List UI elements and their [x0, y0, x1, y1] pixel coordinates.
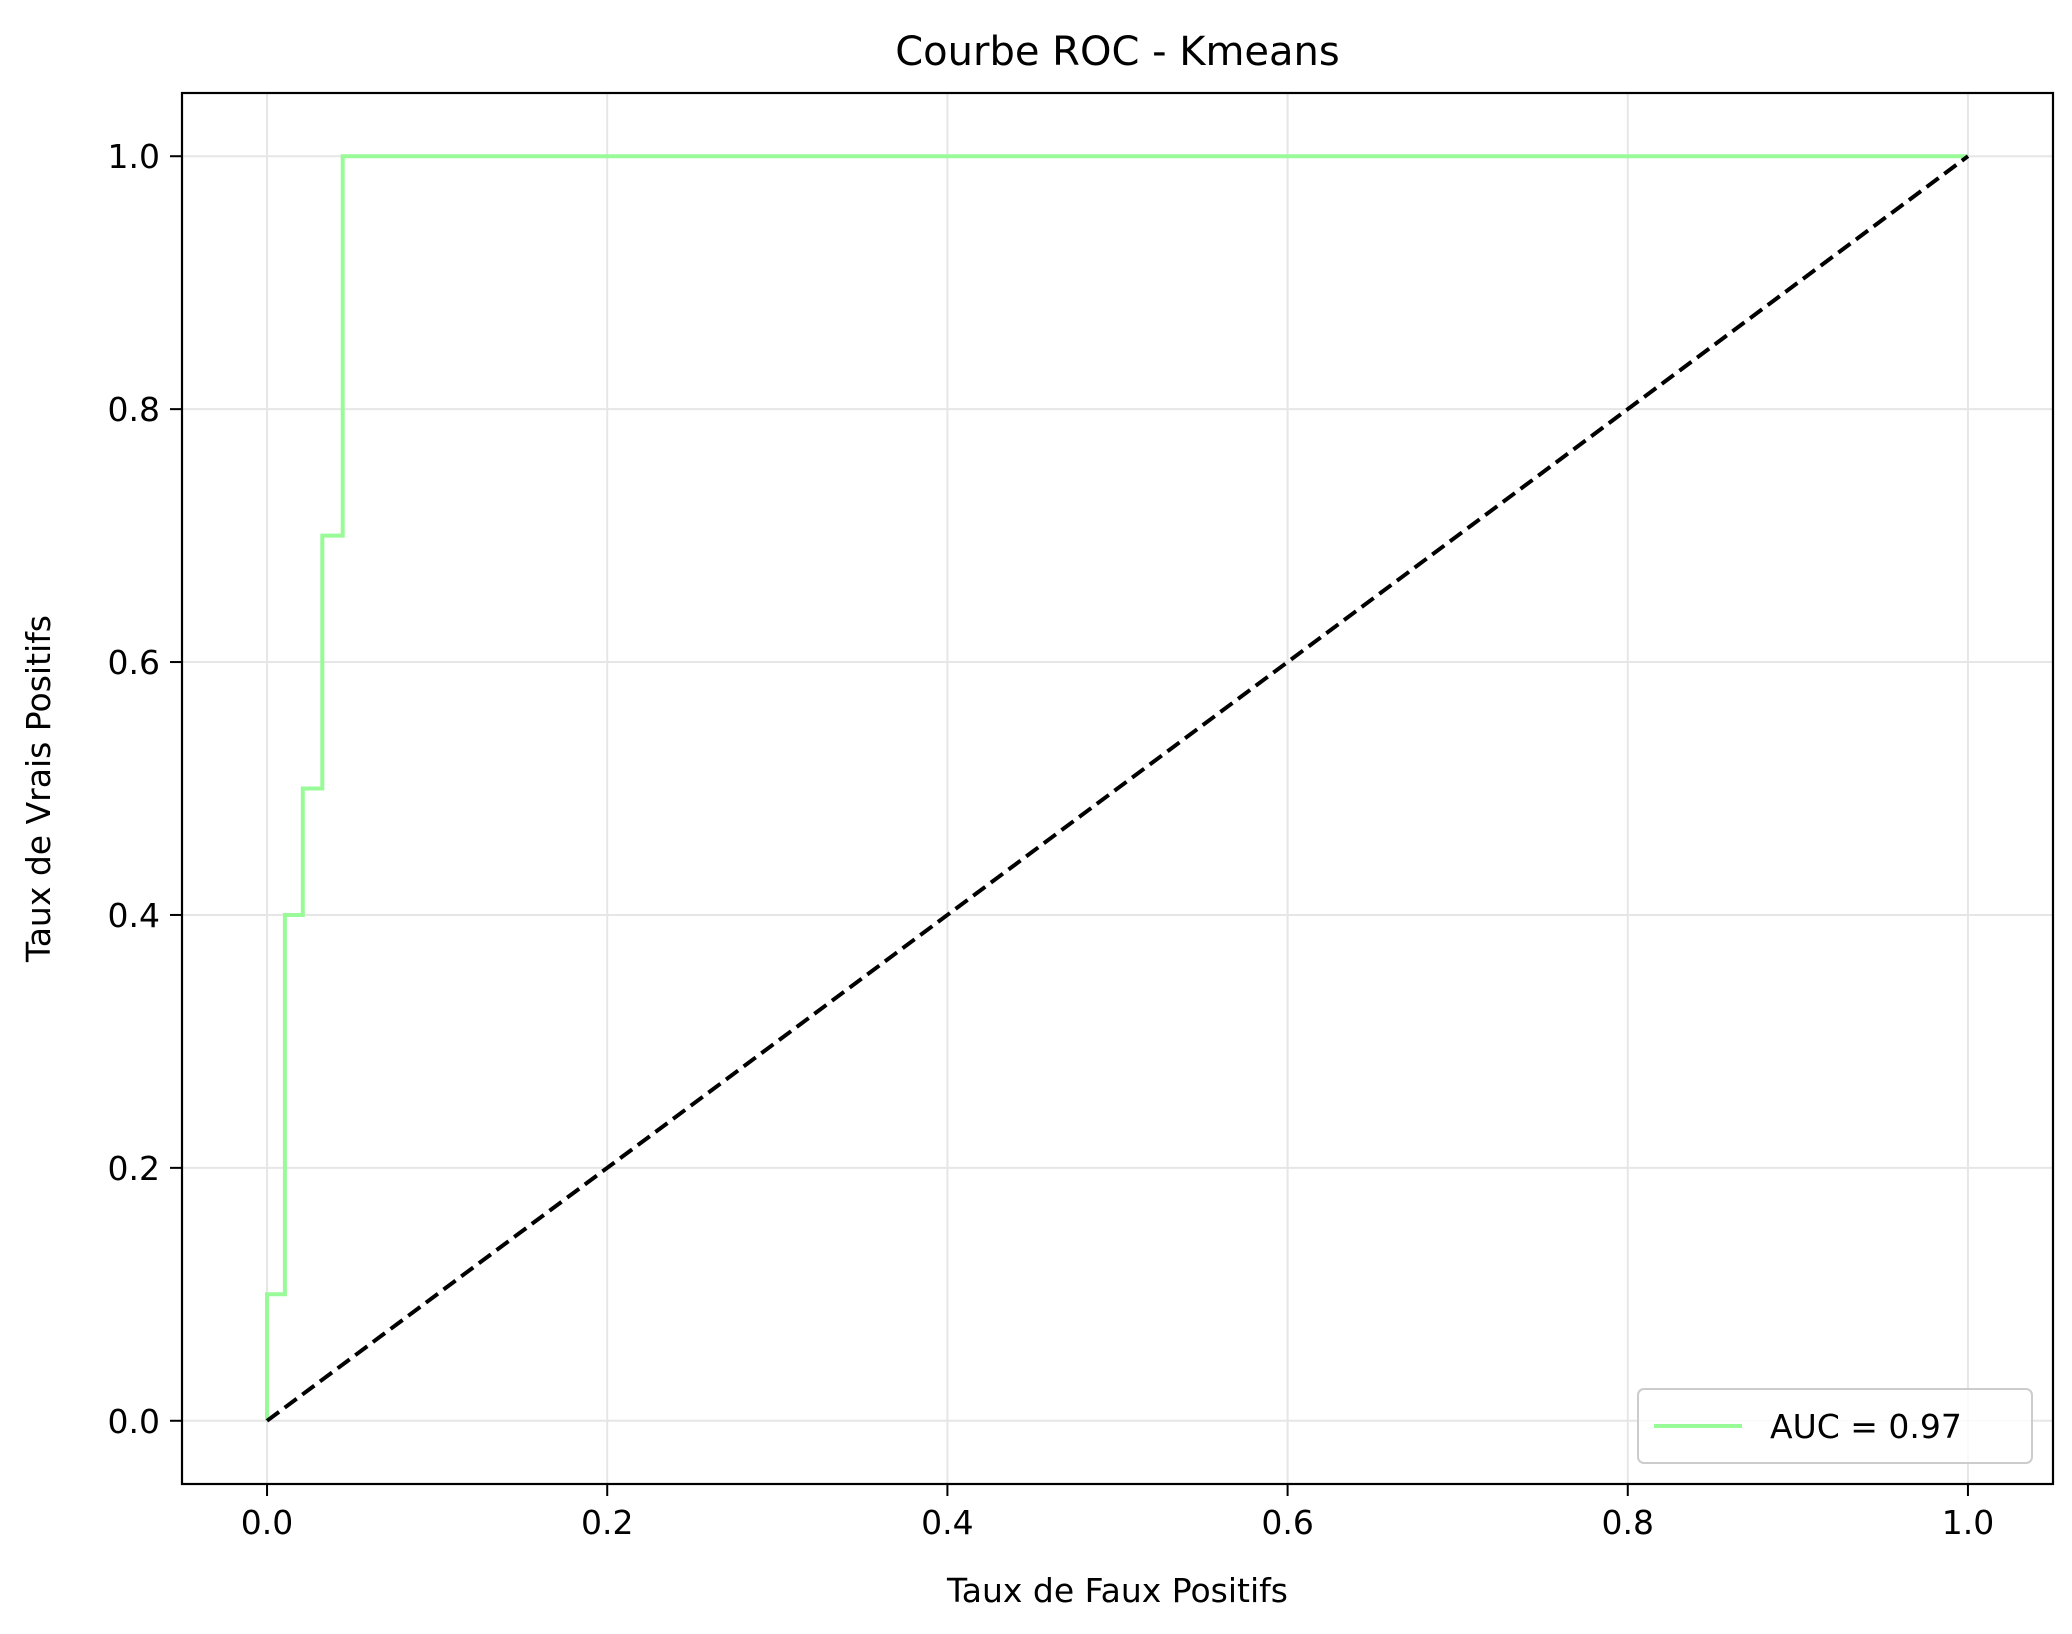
- y-tick-label: 0.2: [108, 1149, 160, 1188]
- chart-title: Courbe ROC - Kmeans: [895, 29, 1340, 75]
- grid-lines: [182, 93, 2053, 1484]
- chance-diagonal-line: [265, 154, 1970, 1423]
- x-axis-label: Taux de Faux Positifs: [946, 1571, 1288, 1610]
- y-tick-label: 1.0: [108, 137, 160, 176]
- x-tick-label: 0.4: [921, 1503, 973, 1542]
- series-layer: [265, 154, 1970, 1423]
- y-axis-label: Taux de Vrais Positifs: [19, 615, 58, 963]
- legend: AUC = 0.97: [1637, 1388, 2033, 1464]
- y-tick-label: 0.4: [108, 896, 160, 935]
- y-tick-label: 0.6: [108, 643, 160, 682]
- roc-curve-line: [265, 154, 1968, 1421]
- legend-box: [1637, 1388, 2033, 1464]
- x-tick-label: 0.2: [581, 1503, 633, 1542]
- y-tick-label: 0.0: [108, 1402, 160, 1441]
- plot-frame: [180, 91, 2055, 1486]
- x-tick-label: 0.8: [1602, 1503, 1654, 1542]
- y-tick-label: 0.8: [108, 390, 160, 429]
- x-tick-label: 0.6: [1261, 1503, 1313, 1542]
- legend-entry-label: AUC = 0.97: [1770, 1407, 1962, 1446]
- x-tick-label: 1.0: [1942, 1503, 1994, 1542]
- axis-ticks: 0.0 0.2 0.4 0.6 0.8 1.0 0.0 0.2 0.4 0.6 0.8 1.0: [108, 137, 1995, 1542]
- x-tick-label: 0.0: [241, 1503, 293, 1542]
